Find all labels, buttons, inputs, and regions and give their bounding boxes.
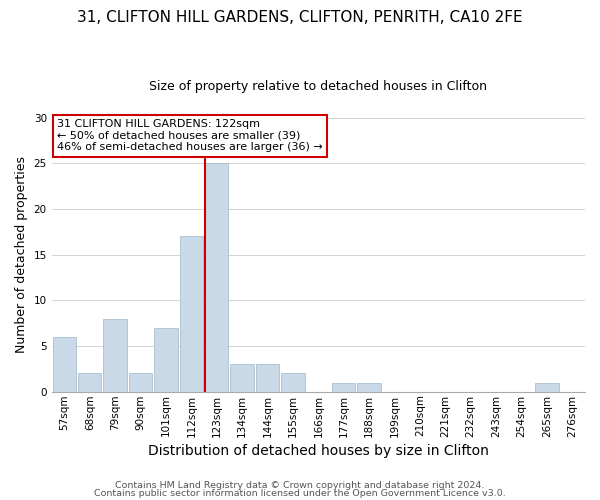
Bar bbox=[154, 328, 178, 392]
Text: 31, CLIFTON HILL GARDENS, CLIFTON, PENRITH, CA10 2FE: 31, CLIFTON HILL GARDENS, CLIFTON, PENRI… bbox=[77, 10, 523, 25]
Bar bbox=[332, 382, 355, 392]
Text: Contains HM Land Registry data © Crown copyright and database right 2024.: Contains HM Land Registry data © Crown c… bbox=[115, 481, 485, 490]
Bar bbox=[256, 364, 279, 392]
Y-axis label: Number of detached properties: Number of detached properties bbox=[15, 156, 28, 353]
Bar bbox=[205, 164, 229, 392]
Bar bbox=[78, 374, 101, 392]
Bar bbox=[129, 374, 152, 392]
Bar bbox=[535, 382, 559, 392]
Bar bbox=[103, 318, 127, 392]
Bar bbox=[179, 236, 203, 392]
Bar bbox=[53, 337, 76, 392]
Bar bbox=[230, 364, 254, 392]
Text: Contains public sector information licensed under the Open Government Licence v3: Contains public sector information licen… bbox=[94, 488, 506, 498]
Bar bbox=[358, 382, 381, 392]
Text: 31 CLIFTON HILL GARDENS: 122sqm
← 50% of detached houses are smaller (39)
46% of: 31 CLIFTON HILL GARDENS: 122sqm ← 50% of… bbox=[57, 119, 323, 152]
X-axis label: Distribution of detached houses by size in Clifton: Distribution of detached houses by size … bbox=[148, 444, 489, 458]
Bar bbox=[281, 374, 305, 392]
Title: Size of property relative to detached houses in Clifton: Size of property relative to detached ho… bbox=[149, 80, 487, 93]
